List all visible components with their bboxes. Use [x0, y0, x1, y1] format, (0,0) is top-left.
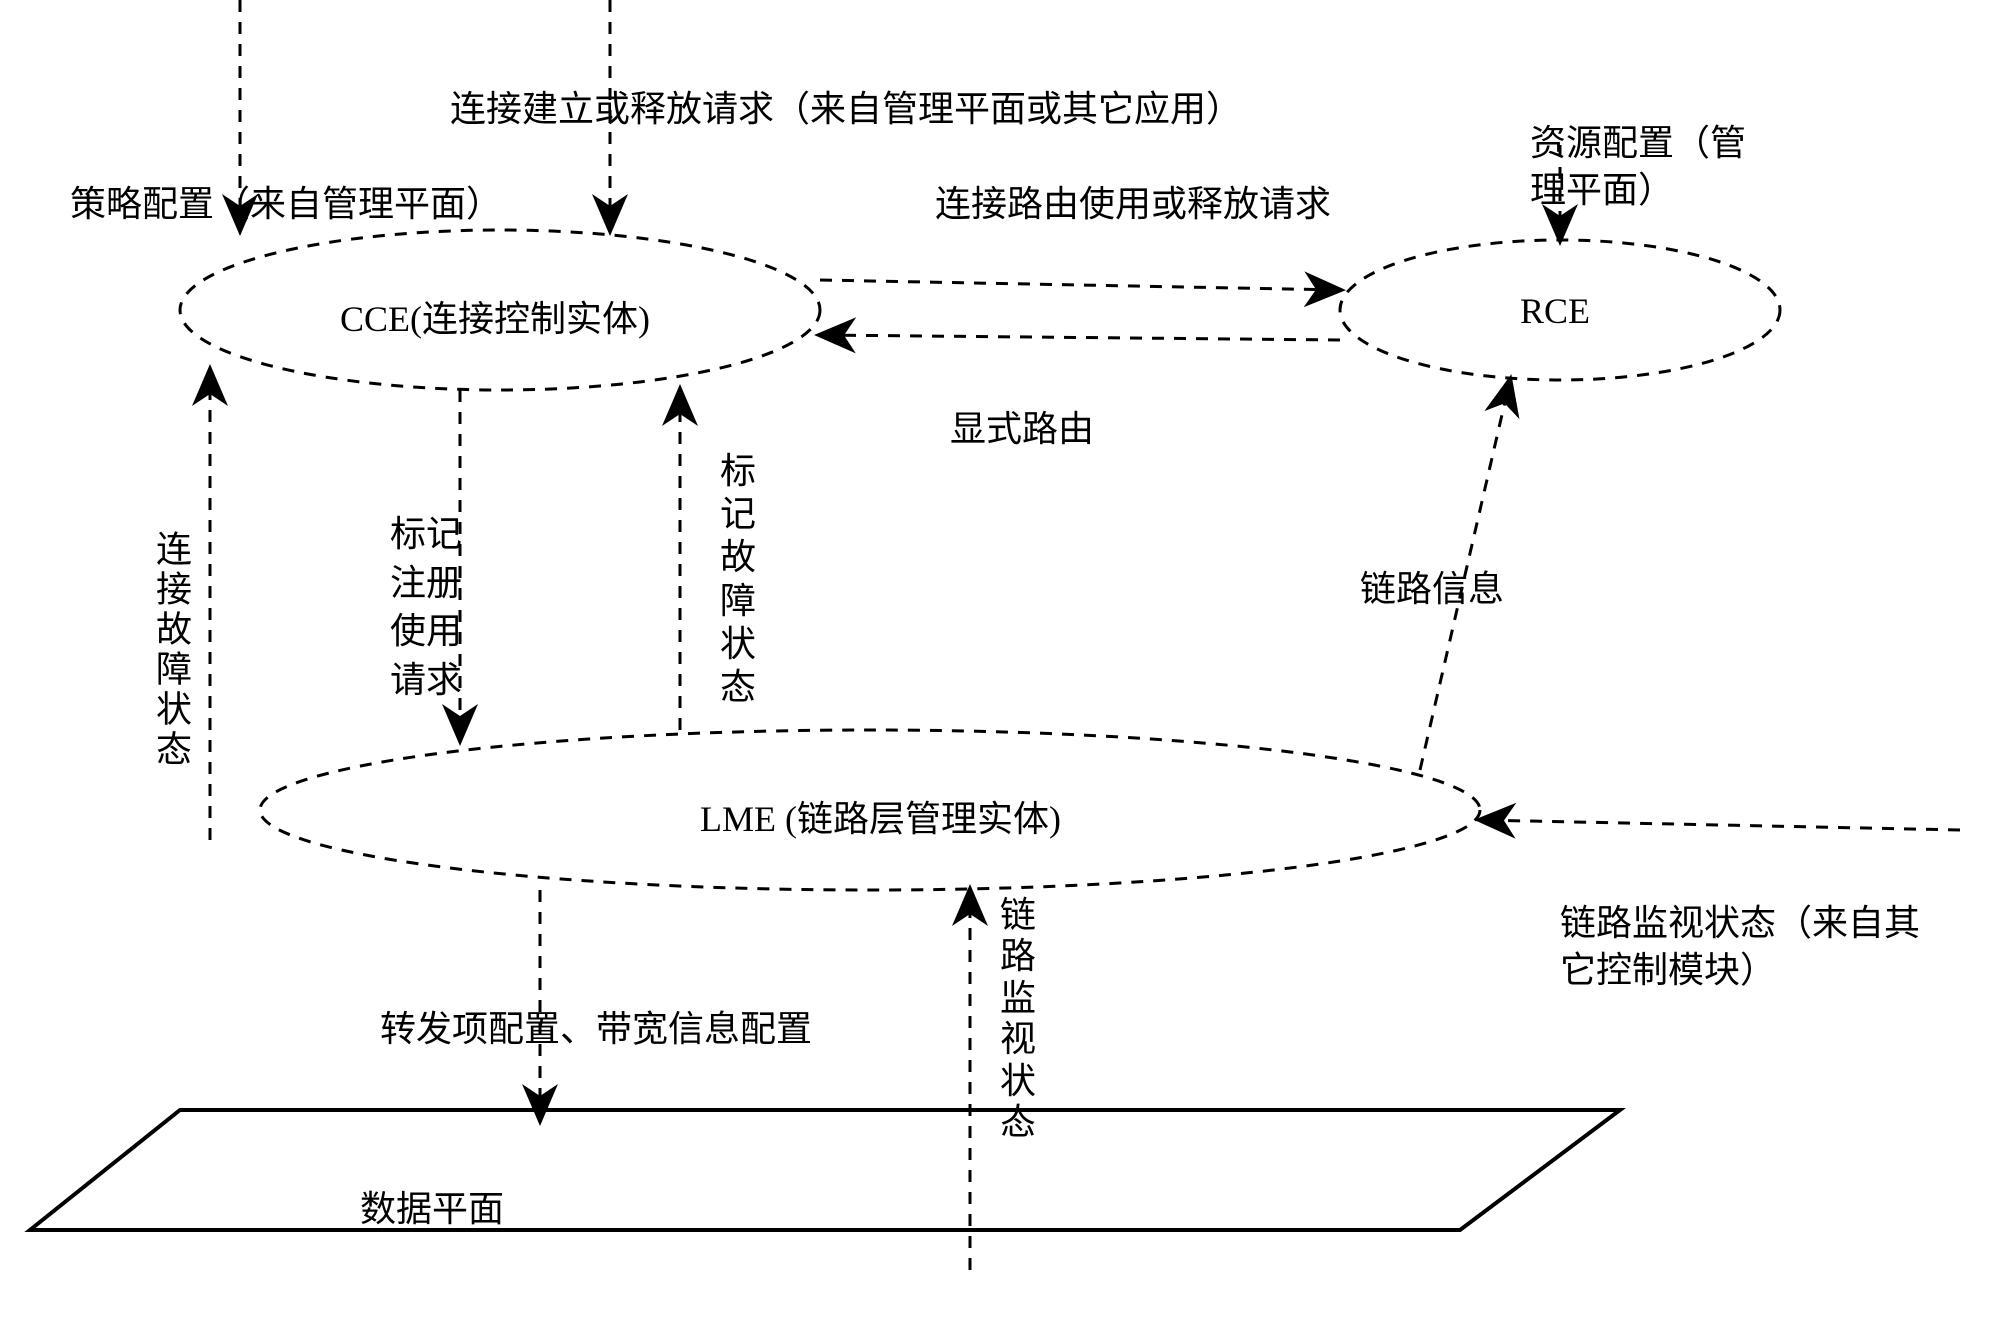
arrow-cce-to-rce-top [820, 280, 1340, 290]
resource-label: 资源配置（管 理平面） [1530, 120, 1746, 214]
route-req-label: 连接路由使用或释放请求 [935, 175, 1331, 227]
explicit-route-label: 显式路由 [950, 400, 1094, 452]
dataplane-shape [30, 1110, 1620, 1230]
arrow-rce-to-cce-bottom [820, 335, 1340, 340]
arrow-ext-to-lme-monitor [1480, 820, 1960, 830]
conn-fault-label: 连接故障状态 [145, 530, 197, 770]
link-monitor-ext-label: 链路监视状态（来自其 它控制模块） [1560, 900, 1920, 994]
link-info-label: 链路信息 [1360, 560, 1504, 612]
rce-node-label: RCE [1520, 290, 1590, 332]
dataplane-label: 数据平面 [360, 1180, 504, 1232]
conn-req-label: 连接建立或释放请求（来自管理平面或其它应用） [450, 80, 1242, 132]
cce-node-label: CCE(连接控制实体) [340, 290, 650, 342]
lme-node-label: LME (链路层管理实体) [700, 790, 1061, 842]
link-monitor-label: 链 路 监 视 状 态 [1000, 895, 1036, 1143]
policy-label: 策略配置（来自管理平面） [70, 175, 502, 227]
label-reg-label: 标记 注册 使用 请求 [390, 510, 462, 704]
label-fault-label: 标 记 故 障 状 态 [720, 450, 756, 709]
forward-cfg-label: 转发项配置、带宽信息配置 [380, 1000, 812, 1052]
